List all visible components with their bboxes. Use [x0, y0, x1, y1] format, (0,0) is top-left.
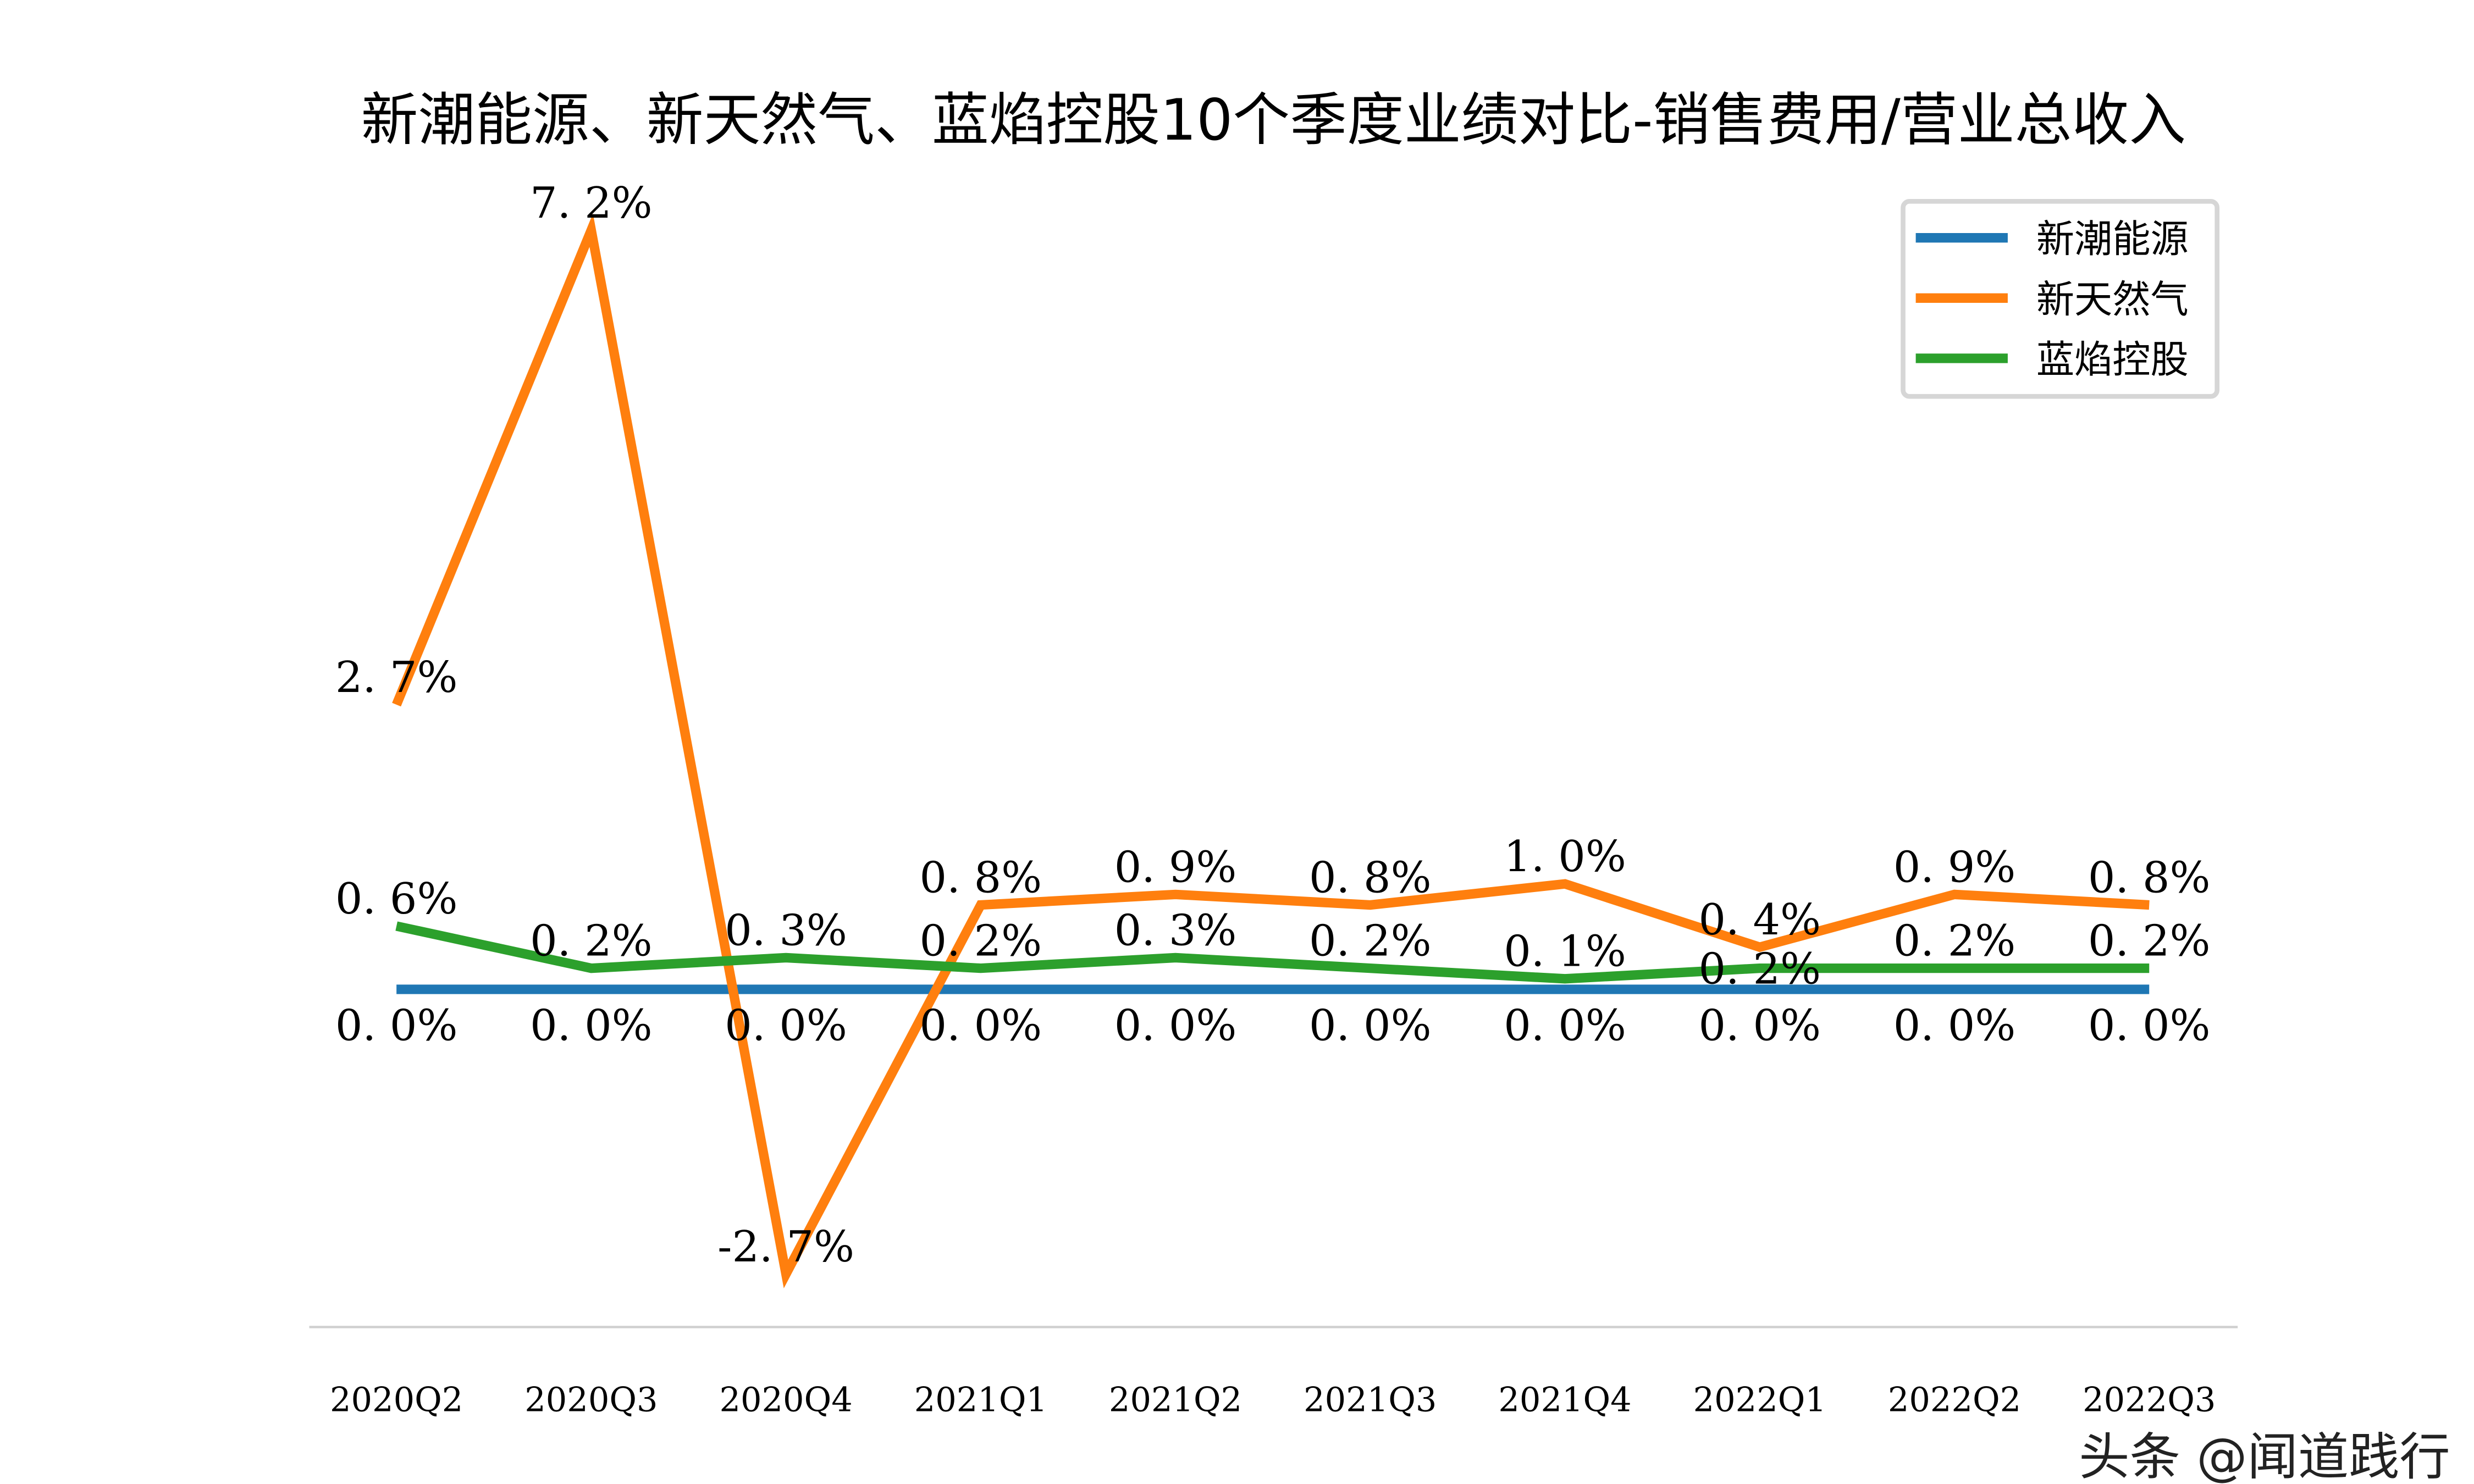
x-tick-label: 2021Q3: [1304, 1381, 1437, 1419]
data-label: 7. 2%: [530, 179, 653, 228]
x-tick-label: 2020Q3: [524, 1381, 658, 1419]
data-label: 0. 2%: [920, 917, 1042, 966]
legend-frame: [1901, 199, 2220, 399]
series-line-2: [392, 213, 2150, 1288]
data-label: 2. 7%: [335, 653, 458, 702]
data-label: 0. 8%: [920, 853, 1042, 902]
data-label: 0. 3%: [725, 906, 847, 955]
data-label: 0. 4%: [1698, 895, 1821, 945]
data-label: 0. 2%: [1698, 945, 1821, 994]
legend-label: 蓝焰控股: [2036, 338, 2189, 382]
data-label: 0. 0%: [1309, 1001, 1432, 1050]
data-label: 0. 0%: [530, 1001, 653, 1050]
watermark: 头条 @闻道践行: [2079, 1427, 2450, 1484]
data-label: 0. 0%: [920, 1001, 1042, 1050]
data-label: 1. 0%: [1504, 832, 1626, 882]
data-label: 0. 1%: [1504, 927, 1626, 977]
data-label: 0. 9%: [1114, 843, 1237, 892]
data-label: 0. 2%: [1309, 917, 1432, 966]
chart-title: 新潮能源、新天然气、蓝焰控股10个季度业绩对比-销售费用/营业总收入: [361, 87, 2186, 153]
data-label: 0. 6%: [335, 874, 458, 924]
data-label: 0. 9%: [1893, 843, 2016, 892]
data-label: 0. 0%: [335, 1001, 458, 1050]
x-tick-label: 2020Q4: [719, 1381, 852, 1419]
data-label: 0. 8%: [1309, 853, 1432, 902]
x-tick-label: 2021Q1: [914, 1381, 1047, 1419]
x-tick-label: 2022Q3: [2083, 1381, 2216, 1419]
legend-label: 新潮能源: [2036, 218, 2189, 262]
data-label: 0. 0%: [1893, 1001, 2016, 1050]
x-tick-label: 2021Q4: [1498, 1381, 1631, 1419]
data-label: 0. 2%: [530, 917, 653, 966]
x-tick-label: 2020Q2: [330, 1381, 463, 1419]
data-label: 0. 0%: [1504, 1001, 1626, 1050]
data-label: 0. 0%: [2088, 1001, 2211, 1050]
x-tick-label: 2021Q2: [1109, 1381, 1242, 1419]
x-tick-label: 2022Q2: [1888, 1381, 2021, 1419]
data-label: 0. 0%: [1114, 1001, 1237, 1050]
data-label: 0. 0%: [725, 1001, 847, 1050]
legend-label: 新天然气: [2036, 278, 2189, 322]
series-line-3: [395, 921, 2150, 984]
x-tick-label: 2022Q1: [1693, 1381, 1826, 1419]
data-label: 0. 2%: [2088, 917, 2211, 966]
data-label: 0. 0%: [1698, 1001, 1821, 1050]
data-label: 0. 8%: [2088, 853, 2211, 902]
data-label: -2. 7%: [717, 1222, 854, 1272]
data-label: 0. 3%: [1114, 906, 1237, 955]
data-label: 0. 2%: [1893, 917, 2016, 966]
